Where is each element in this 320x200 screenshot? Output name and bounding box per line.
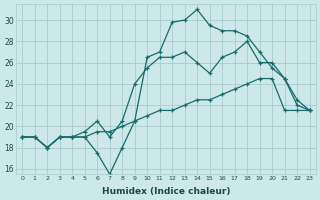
X-axis label: Humidex (Indice chaleur): Humidex (Indice chaleur): [102, 187, 230, 196]
